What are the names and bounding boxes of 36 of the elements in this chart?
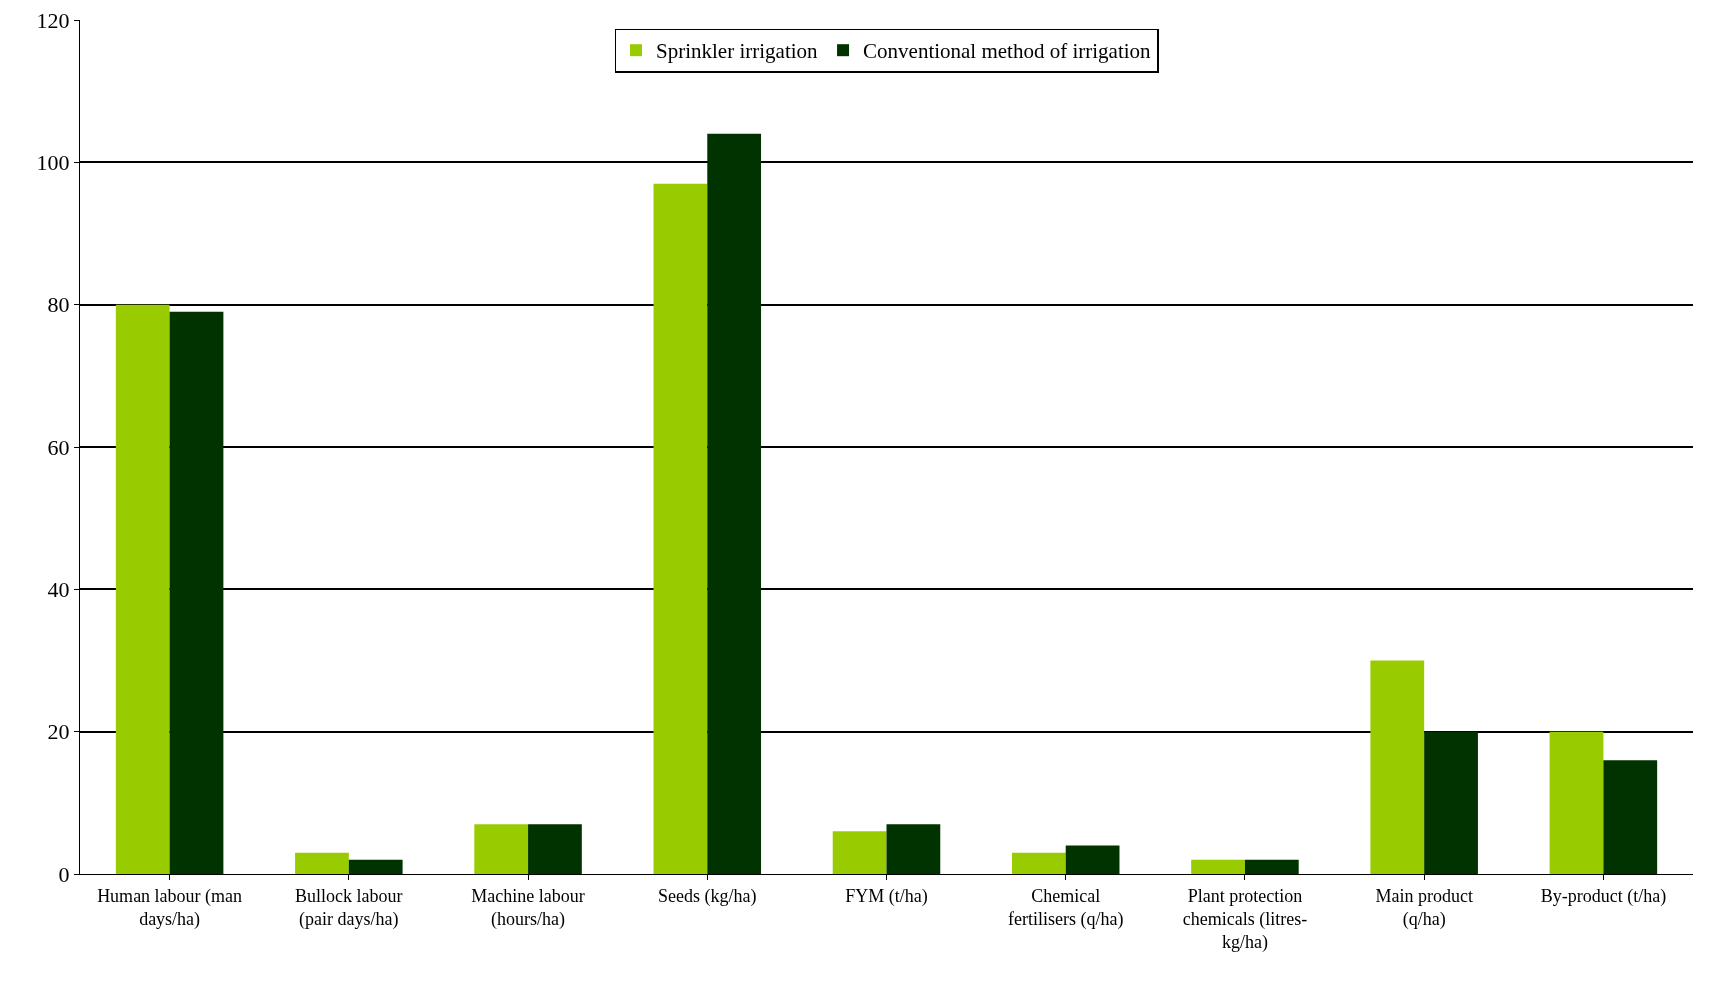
- bar: [1549, 731, 1604, 874]
- bar: [653, 183, 708, 874]
- y-tick-label: 100: [36, 150, 70, 176]
- bar: [1244, 859, 1299, 874]
- legend-label: Sprinkler irrigation: [656, 39, 819, 64]
- x-tick-label: Bullock labour (pair days/ha): [295, 885, 403, 930]
- bar: [115, 304, 170, 874]
- bar: [295, 852, 349, 874]
- bar: [1603, 760, 1658, 874]
- x-tick-label: Plant protection chemicals (litres-kg/ha): [1182, 885, 1308, 954]
- bar: [1065, 845, 1120, 874]
- bar: [1011, 852, 1066, 874]
- legend-label: Conventional method of irrigation: [863, 39, 1152, 64]
- bar: [169, 311, 224, 874]
- bar: [528, 824, 582, 874]
- y-tick-label: 40: [47, 577, 70, 603]
- y-tick-label: 0: [58, 861, 70, 887]
- bar: [707, 133, 762, 874]
- x-tick-label: By-product (t/ha): [1540, 885, 1667, 907]
- bar: [1370, 660, 1425, 874]
- bar: [1424, 731, 1478, 874]
- x-tick-label: Human labour (man days/ha): [97, 885, 243, 930]
- bar: [1191, 859, 1245, 874]
- y-tick-label: 80: [47, 292, 70, 318]
- x-tick-label: Main product (q/ha): [1375, 885, 1473, 930]
- y-tick-label: 120: [36, 7, 70, 33]
- x-tick-label: Chemical fertilisers (q/ha): [1007, 885, 1124, 930]
- bar: [348, 859, 403, 874]
- x-tick-label: Seeds (kg/ha): [658, 885, 757, 907]
- bar: [886, 824, 941, 874]
- y-tick-label: 60: [47, 434, 70, 460]
- y-tick-label: 20: [47, 719, 70, 745]
- x-tick-label: FYM (t/ha): [845, 885, 928, 907]
- x-tick-label: Machine labour (hours/ha): [471, 885, 585, 930]
- bar: [474, 824, 529, 874]
- bar: [832, 831, 887, 874]
